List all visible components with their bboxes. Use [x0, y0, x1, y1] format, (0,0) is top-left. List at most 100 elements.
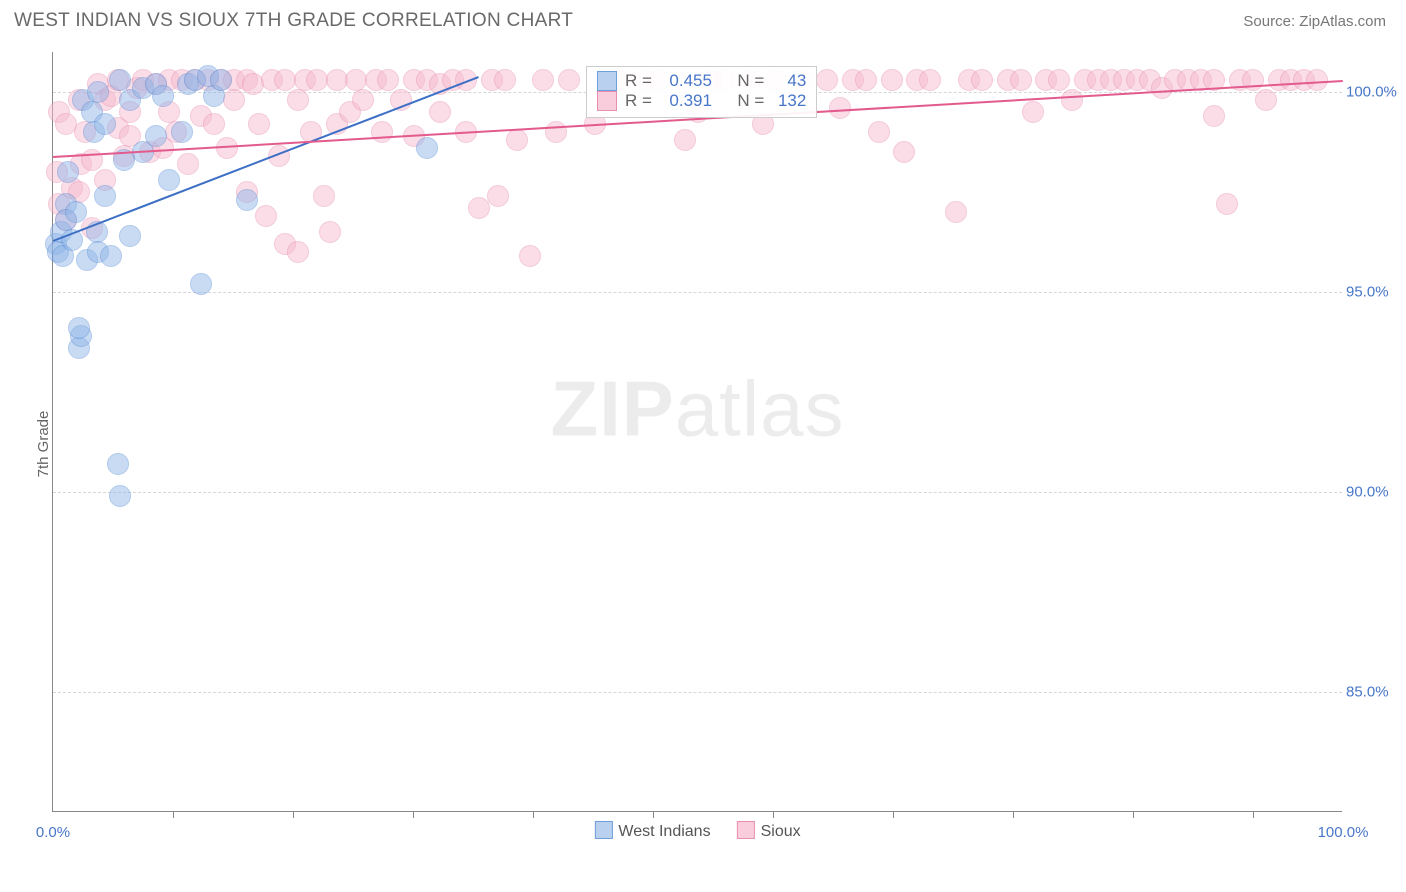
scatter-point: [145, 125, 167, 147]
legend-row: R = 0.455 N = 43: [597, 71, 806, 91]
scatter-point: [971, 69, 993, 91]
legend-n-label: N =: [737, 91, 764, 111]
source-link[interactable]: ZipAtlas.com: [1299, 13, 1386, 30]
scatter-point: [1203, 105, 1225, 127]
scatter-point: [287, 241, 309, 263]
scatter-point: [287, 89, 309, 111]
x-tick: [893, 811, 894, 818]
y-axis-label: 7th Grade: [35, 411, 52, 478]
y-tick-label: 100.0%: [1346, 84, 1398, 101]
scatter-point: [158, 169, 180, 191]
legend-swatch: [737, 821, 755, 839]
scatter-point: [674, 129, 696, 151]
scatter-point: [545, 121, 567, 143]
legend-n-value: 132: [772, 91, 806, 111]
scatter-point: [171, 121, 193, 143]
legend-n-value: 43: [772, 71, 806, 91]
scatter-point: [1010, 69, 1032, 91]
legend-r-value: 0.455: [660, 71, 712, 91]
scatter-point: [210, 69, 232, 91]
scatter-point: [829, 97, 851, 119]
legend-swatch: [597, 91, 617, 111]
scatter-point: [371, 121, 393, 143]
scatter-point: [100, 245, 122, 267]
correlation-legend: R = 0.455 N = 43 R = 0.391 N = 132: [586, 66, 817, 118]
scatter-point: [816, 69, 838, 91]
x-tick: [653, 811, 654, 818]
scatter-point: [1216, 193, 1238, 215]
scatter-point: [94, 113, 116, 135]
x-tick: [173, 811, 174, 818]
x-tick: [413, 811, 414, 818]
scatter-point: [65, 201, 87, 223]
scatter-point: [319, 221, 341, 243]
scatter-point: [107, 453, 129, 475]
scatter-point: [109, 485, 131, 507]
scatter-point: [1306, 69, 1328, 91]
plot-area: ZIPatlas 85.0%90.0%95.0%100.0%0.0%100.0%…: [52, 52, 1342, 812]
scatter-point: [868, 121, 890, 143]
legend-r-label: R =: [625, 71, 652, 91]
legend-row: R = 0.391 N = 132: [597, 91, 806, 111]
scatter-point: [468, 197, 490, 219]
scatter-point: [248, 113, 270, 135]
scatter-point: [242, 73, 264, 95]
scatter-point: [119, 225, 141, 247]
scatter-point: [236, 189, 258, 211]
scatter-point: [881, 69, 903, 91]
scatter-point: [109, 69, 131, 91]
legend-r-value: 0.391: [660, 91, 712, 111]
y-tick-label: 85.0%: [1346, 684, 1398, 701]
scatter-point: [255, 205, 277, 227]
chart-title: WEST INDIAN VS SIOUX 7TH GRADE CORRELATI…: [14, 10, 573, 32]
x-tick-label: 100.0%: [1318, 824, 1369, 841]
scatter-point: [919, 69, 941, 91]
watermark: ZIPatlas: [550, 363, 844, 454]
scatter-point: [57, 161, 79, 183]
legend-item: West Indians: [594, 821, 710, 841]
scatter-point: [506, 129, 528, 151]
scatter-point: [203, 113, 225, 135]
scatter-point: [429, 101, 451, 123]
x-tick: [1253, 811, 1254, 818]
chart-container: 7th Grade ZIPatlas 85.0%90.0%95.0%100.0%…: [14, 44, 1392, 844]
scatter-point: [223, 89, 245, 111]
scatter-point: [1022, 101, 1044, 123]
scatter-point: [532, 69, 554, 91]
scatter-point: [68, 317, 90, 339]
x-tick-label: 0.0%: [36, 824, 70, 841]
source-prefix: Source:: [1243, 13, 1299, 30]
legend-n-label: N =: [737, 71, 764, 91]
scatter-point: [152, 85, 174, 107]
scatter-point: [945, 201, 967, 223]
scatter-point: [313, 185, 335, 207]
legend-series-name: West Indians: [618, 823, 710, 840]
gridline-h: [53, 692, 1342, 693]
watermark-light: atlas: [675, 364, 845, 452]
scatter-point: [177, 153, 199, 175]
legend-r-label: R =: [625, 91, 652, 111]
watermark-bold: ZIP: [550, 364, 674, 452]
x-tick: [1133, 811, 1134, 818]
scatter-point: [1048, 69, 1070, 91]
y-tick-label: 95.0%: [1346, 284, 1398, 301]
scatter-point: [87, 81, 109, 103]
gridline-h: [53, 292, 1342, 293]
scatter-point: [416, 137, 438, 159]
scatter-point: [494, 69, 516, 91]
scatter-point: [558, 69, 580, 91]
scatter-point: [377, 69, 399, 91]
legend-item: Sioux: [737, 821, 801, 841]
x-tick: [773, 811, 774, 818]
gridline-h: [53, 492, 1342, 493]
y-tick-label: 90.0%: [1346, 484, 1398, 501]
chart-header: WEST INDIAN VS SIOUX 7TH GRADE CORRELATI…: [0, 0, 1406, 38]
scatter-point: [487, 185, 509, 207]
scatter-point: [190, 273, 212, 295]
chart-source: Source: ZipAtlas.com: [1243, 13, 1386, 30]
legend-series-name: Sioux: [761, 823, 801, 840]
x-tick: [1013, 811, 1014, 818]
scatter-point: [94, 185, 116, 207]
x-tick: [533, 811, 534, 818]
legend-swatch: [597, 71, 617, 91]
